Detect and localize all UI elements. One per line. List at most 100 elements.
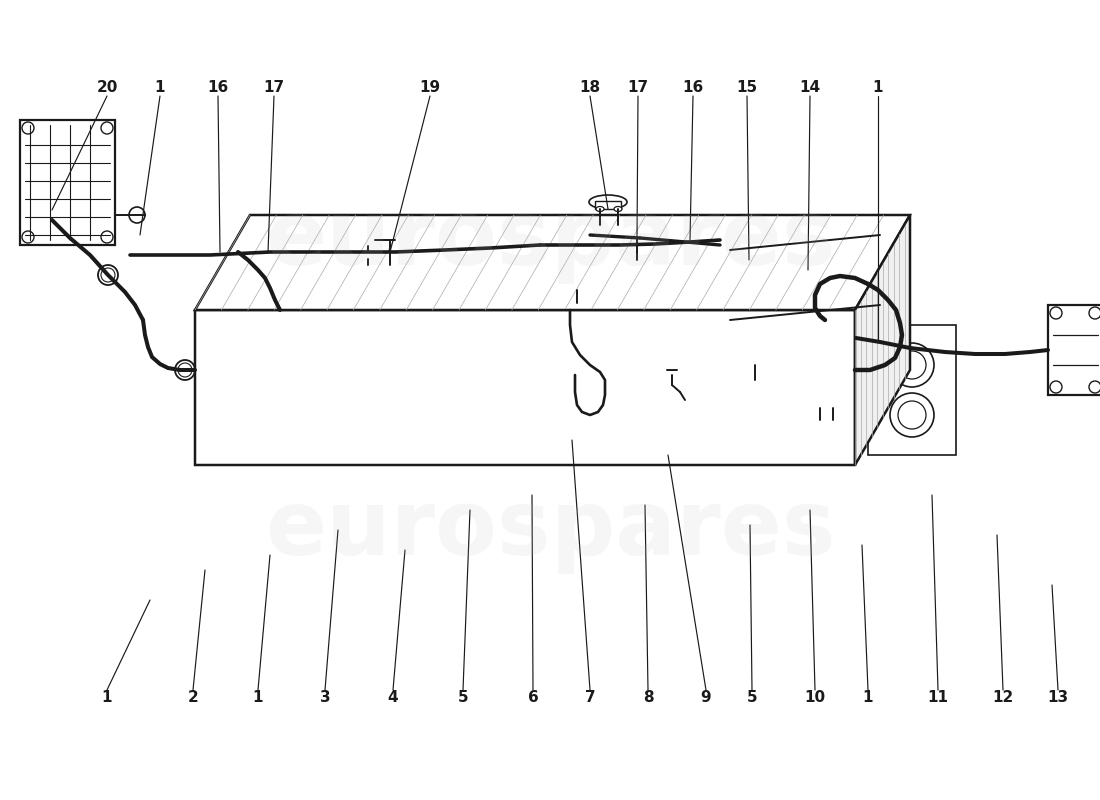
Ellipse shape bbox=[838, 240, 850, 307]
Text: 1: 1 bbox=[253, 690, 263, 706]
Text: 9: 9 bbox=[701, 690, 712, 706]
Circle shape bbox=[22, 231, 34, 243]
Circle shape bbox=[483, 313, 497, 327]
Text: 11: 11 bbox=[927, 690, 948, 706]
Ellipse shape bbox=[789, 245, 801, 313]
Text: 19: 19 bbox=[419, 81, 441, 95]
Circle shape bbox=[178, 363, 192, 377]
Text: 3: 3 bbox=[320, 690, 330, 706]
Ellipse shape bbox=[518, 348, 574, 428]
Circle shape bbox=[667, 365, 676, 375]
Circle shape bbox=[813, 313, 827, 327]
Ellipse shape bbox=[746, 248, 758, 318]
Ellipse shape bbox=[604, 338, 676, 438]
Text: 7: 7 bbox=[585, 690, 595, 706]
Ellipse shape bbox=[738, 249, 750, 318]
Ellipse shape bbox=[510, 338, 582, 438]
Circle shape bbox=[175, 360, 195, 380]
Circle shape bbox=[864, 360, 884, 380]
Circle shape bbox=[595, 267, 605, 277]
Text: 1: 1 bbox=[872, 81, 883, 95]
Bar bbox=[814, 417, 840, 425]
Ellipse shape bbox=[229, 338, 301, 438]
Circle shape bbox=[483, 445, 497, 459]
Circle shape bbox=[859, 334, 871, 346]
Circle shape bbox=[856, 331, 875, 349]
Bar bbox=[1048, 305, 1100, 395]
Circle shape bbox=[1089, 307, 1100, 319]
Circle shape bbox=[755, 275, 764, 285]
Ellipse shape bbox=[236, 348, 293, 428]
Circle shape bbox=[813, 445, 827, 459]
Circle shape bbox=[388, 313, 401, 327]
Text: 14: 14 bbox=[800, 81, 821, 95]
Circle shape bbox=[101, 122, 113, 134]
Circle shape bbox=[129, 207, 145, 223]
Text: 18: 18 bbox=[580, 81, 601, 95]
Circle shape bbox=[1089, 381, 1100, 393]
Text: 13: 13 bbox=[1047, 690, 1068, 706]
Ellipse shape bbox=[832, 241, 843, 308]
Circle shape bbox=[573, 445, 587, 459]
Circle shape bbox=[221, 445, 235, 459]
Text: 6: 6 bbox=[528, 690, 538, 706]
Circle shape bbox=[505, 267, 515, 277]
Ellipse shape bbox=[774, 246, 786, 314]
Ellipse shape bbox=[632, 235, 641, 241]
Circle shape bbox=[805, 277, 815, 287]
Ellipse shape bbox=[612, 348, 668, 428]
Circle shape bbox=[867, 363, 881, 377]
Ellipse shape bbox=[852, 239, 865, 306]
Text: 5: 5 bbox=[458, 690, 469, 706]
Ellipse shape bbox=[698, 338, 770, 438]
Ellipse shape bbox=[706, 348, 762, 428]
Ellipse shape bbox=[817, 242, 829, 310]
Ellipse shape bbox=[860, 238, 871, 305]
Circle shape bbox=[570, 303, 584, 317]
Text: 16: 16 bbox=[682, 81, 704, 95]
Circle shape bbox=[763, 445, 777, 459]
Ellipse shape bbox=[416, 338, 488, 438]
Ellipse shape bbox=[614, 206, 622, 211]
Circle shape bbox=[365, 250, 371, 256]
Circle shape bbox=[275, 275, 285, 285]
Circle shape bbox=[296, 243, 314, 261]
Polygon shape bbox=[195, 310, 855, 465]
Ellipse shape bbox=[724, 250, 736, 320]
Text: 10: 10 bbox=[804, 690, 826, 706]
Circle shape bbox=[221, 313, 235, 327]
Text: 1: 1 bbox=[155, 81, 165, 95]
Ellipse shape bbox=[824, 242, 836, 309]
Bar bbox=[280, 380, 760, 442]
Ellipse shape bbox=[767, 246, 779, 315]
Circle shape bbox=[573, 313, 587, 327]
Circle shape bbox=[101, 231, 113, 243]
Text: 16: 16 bbox=[208, 81, 229, 95]
Circle shape bbox=[890, 343, 934, 387]
Ellipse shape bbox=[871, 237, 889, 303]
Ellipse shape bbox=[322, 338, 394, 438]
Circle shape bbox=[890, 393, 934, 437]
Circle shape bbox=[415, 270, 425, 280]
Circle shape bbox=[101, 268, 116, 282]
Circle shape bbox=[1050, 381, 1062, 393]
Text: eurospares: eurospares bbox=[265, 486, 835, 574]
Ellipse shape bbox=[781, 245, 793, 314]
Ellipse shape bbox=[732, 250, 744, 319]
Text: 2: 2 bbox=[188, 690, 198, 706]
Ellipse shape bbox=[424, 348, 480, 428]
Text: eurospares: eurospares bbox=[265, 196, 835, 284]
Text: 1: 1 bbox=[101, 690, 112, 706]
Text: 17: 17 bbox=[263, 81, 285, 95]
Circle shape bbox=[324, 275, 336, 285]
Ellipse shape bbox=[588, 195, 627, 209]
Ellipse shape bbox=[752, 247, 764, 317]
Ellipse shape bbox=[330, 348, 386, 428]
Circle shape bbox=[632, 250, 641, 258]
Text: 12: 12 bbox=[992, 690, 1013, 706]
Circle shape bbox=[634, 258, 640, 264]
Circle shape bbox=[98, 265, 118, 285]
Ellipse shape bbox=[760, 247, 772, 316]
Circle shape bbox=[750, 380, 760, 390]
Circle shape bbox=[613, 221, 623, 231]
